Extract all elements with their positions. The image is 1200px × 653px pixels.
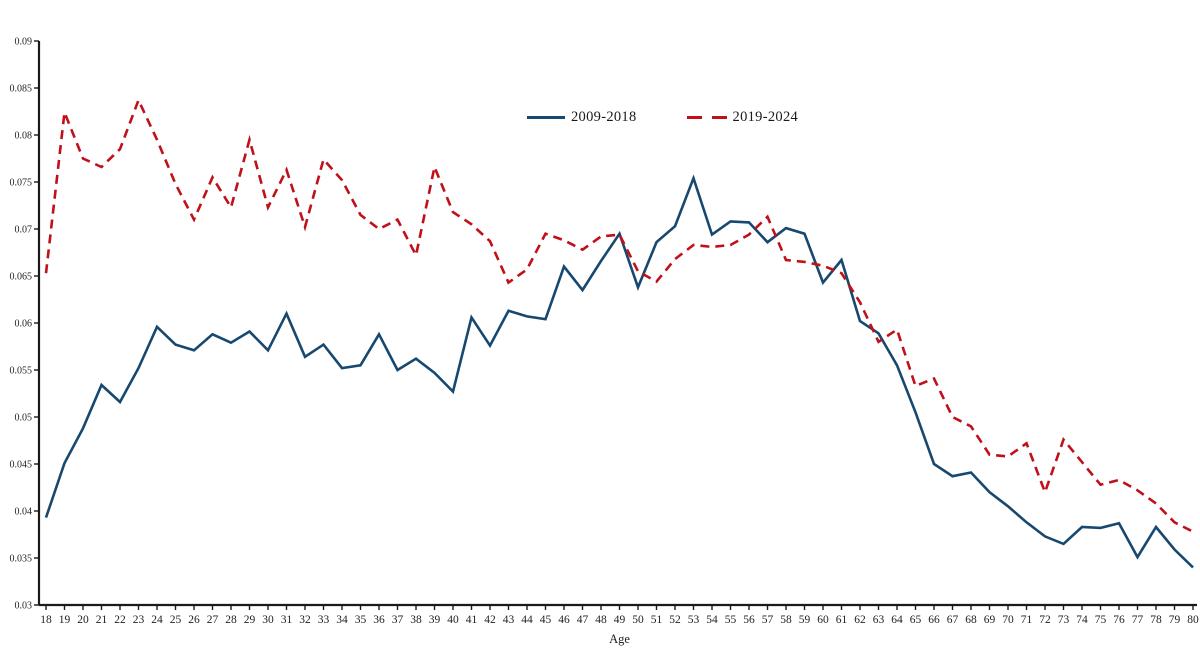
y-axis: 0.03 0.035 0.04 0.045 0.05 0.055 0.06 0.065 0.07… xyxy=(10,37,41,612)
x-tick-label: 70 xyxy=(1002,614,1014,626)
x-tick-label: 75 xyxy=(1095,614,1107,626)
x-tick-label: 28 xyxy=(225,614,237,626)
x-tick-label: 36 xyxy=(373,614,385,626)
x-tick-label: 69 xyxy=(984,614,996,626)
series-line-2009-2018 xyxy=(44,174,1194,569)
x-tick-label: 31 xyxy=(281,614,293,626)
legend-item-2019-2024: 2019-2024 xyxy=(686,109,799,126)
x-tick-label: 21 xyxy=(96,614,108,626)
x-axis: 18 19 20 21 22 23 24 25 26 27 28 29 30 31 32 33 34 35 36 37… xyxy=(39,603,1199,646)
x-tick-label: 20 xyxy=(77,614,89,626)
y-tick-label: 0.09 xyxy=(15,37,33,48)
y-tick-label: 0.03 xyxy=(15,601,33,612)
x-tick-label: 44 xyxy=(521,614,533,626)
x-tick-label: 32 xyxy=(299,614,311,626)
x-tick-label: 55 xyxy=(725,614,737,626)
x-tick-label: 23 xyxy=(133,614,145,626)
y-tick-label: 0.075 xyxy=(10,178,33,189)
x-tick-label: 68 xyxy=(965,614,977,626)
x-tick-label: 71 xyxy=(1021,614,1033,626)
legend-swatch-dashed-line xyxy=(686,116,727,119)
x-tick-label: 41 xyxy=(466,614,478,626)
x-tick-label: 33 xyxy=(318,614,330,626)
legend-swatch-solid-line xyxy=(527,116,565,119)
x-tick-label: 19 xyxy=(59,614,71,626)
x-tick-label: 63 xyxy=(873,614,885,626)
x-tick-label: 73 xyxy=(1058,614,1070,626)
y-tick-label: 0.055 xyxy=(10,366,33,377)
x-tick-label: 52 xyxy=(669,614,681,626)
x-tick-label: 25 xyxy=(170,614,182,626)
x-tick-label: 48 xyxy=(595,614,607,626)
x-tick-label: 43 xyxy=(503,614,515,626)
y-tick-label: 0.085 xyxy=(10,84,33,95)
series-line-2019-2024 xyxy=(44,96,1194,533)
x-tick-label: 24 xyxy=(151,614,163,626)
x-tick-label: 78 xyxy=(1150,614,1162,626)
legend-label-2019-2024: 2019-2024 xyxy=(732,109,799,125)
x-tick-label: 53 xyxy=(688,614,700,626)
x-tick-label: 34 xyxy=(336,614,348,626)
x-tick-label: 57 xyxy=(762,614,774,626)
x-tick-label: 58 xyxy=(780,614,792,626)
legend-item-2009-2018: 2009-2018 xyxy=(527,109,637,126)
x-tick-label: 46 xyxy=(558,614,570,626)
x-tick-label: 64 xyxy=(891,614,903,626)
x-tick-label: 27 xyxy=(207,614,219,626)
y-tick-label: 0.065 xyxy=(10,272,33,283)
y-tick-label: 0.035 xyxy=(10,554,33,565)
x-tick-label: 61 xyxy=(836,614,848,626)
x-tick-label: 45 xyxy=(540,614,552,626)
x-tick-label: 77 xyxy=(1132,614,1144,626)
x-tick-label: 29 xyxy=(244,614,256,626)
y-tick-label: 0.04 xyxy=(15,507,33,518)
x-tick-label: 50 xyxy=(632,614,644,626)
y-tick-label: 0.08 xyxy=(15,131,33,142)
x-tick-label: 38 xyxy=(410,614,422,626)
x-tick-label: 49 xyxy=(614,614,626,626)
x-tick-label: 26 xyxy=(188,614,200,626)
x-tick-label: 30 xyxy=(262,614,274,626)
y-tick-label: 0.045 xyxy=(10,460,33,471)
y-tick-label: 0.06 xyxy=(15,319,33,330)
chart-legend: 2009-2018 2019-2024 xyxy=(527,109,798,126)
x-tick-label: 56 xyxy=(743,614,755,626)
x-tick-label: 39 xyxy=(429,614,441,626)
x-tick-label: 47 xyxy=(577,614,589,626)
x-tick-label: 62 xyxy=(854,614,866,626)
x-tick-label: 22 xyxy=(114,614,126,626)
x-tick-label: 59 xyxy=(799,614,811,626)
x-tick-label: 40 xyxy=(447,614,459,626)
x-tick-label: 42 xyxy=(484,614,496,626)
x-tick-label: 35 xyxy=(355,614,367,626)
y-tick-label: 0.07 xyxy=(15,225,33,236)
x-axis-title: Age xyxy=(609,632,630,646)
x-tick-label: 60 xyxy=(817,614,829,626)
x-tick-label: 80 xyxy=(1187,614,1199,626)
x-tick-label: 79 xyxy=(1169,614,1181,626)
x-tick-label: 65 xyxy=(910,614,922,626)
legend-label-2009-2018: 2009-2018 xyxy=(571,109,637,125)
y-tick-label: 0.05 xyxy=(15,413,33,424)
x-tick-label: 74 xyxy=(1076,614,1088,626)
x-tick-label: 67 xyxy=(947,614,959,626)
x-tick-label: 18 xyxy=(40,614,52,626)
x-tick-label: 54 xyxy=(706,614,718,626)
x-tick-label: 76 xyxy=(1113,614,1125,626)
x-tick-label: 72 xyxy=(1039,614,1051,626)
x-tick-label: 37 xyxy=(392,614,404,626)
x-tick-label: 66 xyxy=(928,614,940,626)
x-tick-label: 51 xyxy=(651,614,663,626)
